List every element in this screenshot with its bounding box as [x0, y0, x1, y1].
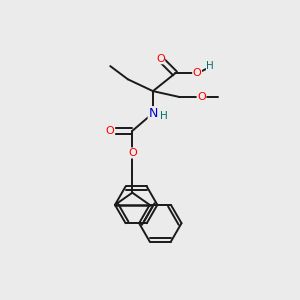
Text: O: O [197, 92, 206, 102]
Text: N: N [148, 107, 158, 120]
Text: H: H [160, 111, 168, 121]
Text: O: O [156, 54, 165, 64]
Text: O: O [128, 148, 137, 158]
Text: O: O [193, 68, 202, 78]
Text: O: O [106, 126, 115, 136]
Text: H: H [206, 61, 214, 71]
